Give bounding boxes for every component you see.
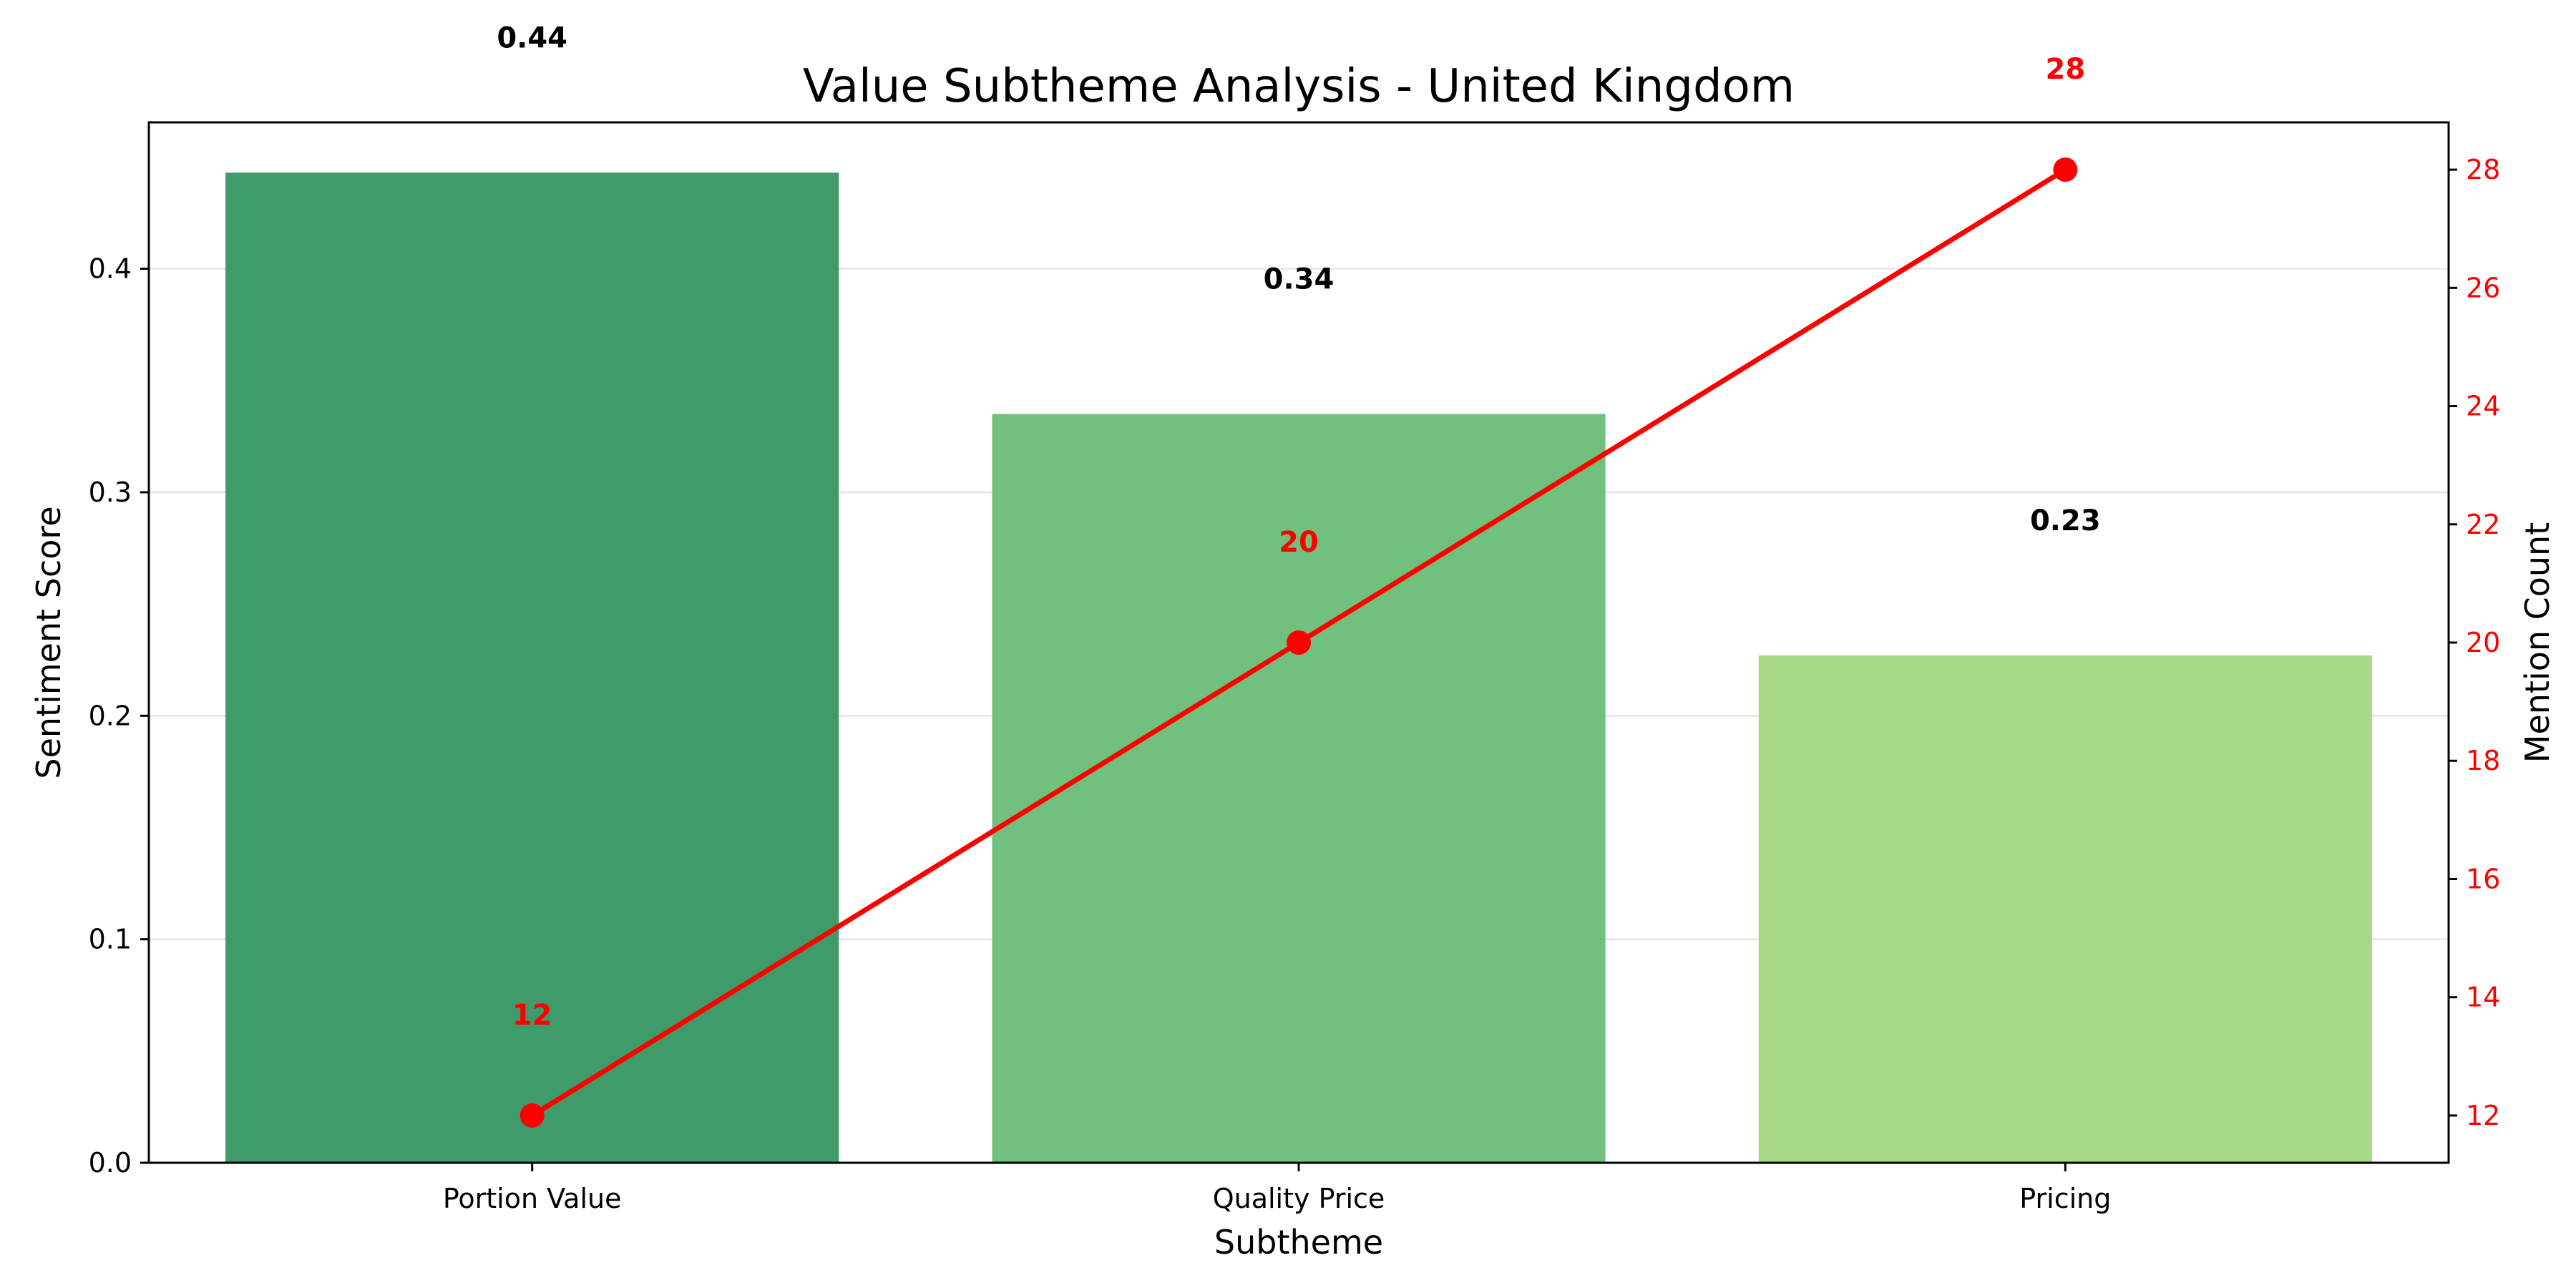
bar-value-label: 0.44 bbox=[497, 21, 567, 54]
right-axis-ticks: 12 14 16 18 20 22 24 26 28 bbox=[2449, 154, 2500, 1131]
y2-tick-label: 22 bbox=[2466, 509, 2500, 540]
line-layer bbox=[519, 157, 2078, 1128]
y2-tick-label: 26 bbox=[2466, 272, 2500, 303]
left-axis-ticks: 0.0 0.1 0.2 0.3 0.4 bbox=[89, 253, 149, 1179]
point-value-label: 12 bbox=[512, 999, 552, 1032]
x-axis-title: Subtheme bbox=[1214, 1223, 1383, 1262]
bar-layer bbox=[225, 172, 2372, 1163]
y2-tick-label: 16 bbox=[2466, 863, 2500, 894]
bar bbox=[1758, 655, 2372, 1163]
y-tick-label: 0.3 bbox=[89, 477, 132, 508]
y2-tick-label: 14 bbox=[2466, 982, 2500, 1013]
y2-tick-label: 24 bbox=[2466, 391, 2500, 422]
point-value-label: 20 bbox=[1279, 526, 1319, 559]
x-tick-label: Portion Value bbox=[443, 1183, 622, 1214]
y-axis-title: Sentiment Score bbox=[29, 506, 68, 779]
bar bbox=[992, 414, 1606, 1163]
point-value-label: 28 bbox=[2045, 53, 2085, 86]
chart-title: Value Subtheme Analysis - United Kingdom bbox=[803, 60, 1795, 113]
x-tick-label: Pricing bbox=[2019, 1183, 2111, 1214]
x-axis-ticks: Portion Value Quality Price Pricing bbox=[443, 1163, 2111, 1214]
x-tick-label: Quality Price bbox=[1213, 1183, 1385, 1214]
y2-tick-label: 20 bbox=[2466, 627, 2500, 658]
y2-tick-label: 28 bbox=[2466, 154, 2500, 185]
bar-value-label: 0.23 bbox=[2030, 504, 2101, 537]
line-point bbox=[2053, 157, 2078, 182]
y-tick-label: 0.2 bbox=[89, 700, 132, 731]
bar-value-label: 0.34 bbox=[1264, 263, 1335, 296]
y-tick-label: 0.0 bbox=[89, 1147, 132, 1179]
y-tick-label: 0.1 bbox=[89, 924, 132, 955]
line-point bbox=[1287, 630, 1311, 655]
bar bbox=[225, 172, 839, 1163]
value-label-layer: 0.44 0.34 0.23 12 20 28 bbox=[497, 21, 2100, 1032]
y-tick-label: 0.4 bbox=[89, 253, 132, 285]
y2-axis-title: Mention Count bbox=[2518, 522, 2557, 763]
line-point bbox=[519, 1103, 545, 1128]
y2-tick-label: 12 bbox=[2466, 1100, 2500, 1131]
y2-tick-label: 18 bbox=[2466, 745, 2500, 776]
